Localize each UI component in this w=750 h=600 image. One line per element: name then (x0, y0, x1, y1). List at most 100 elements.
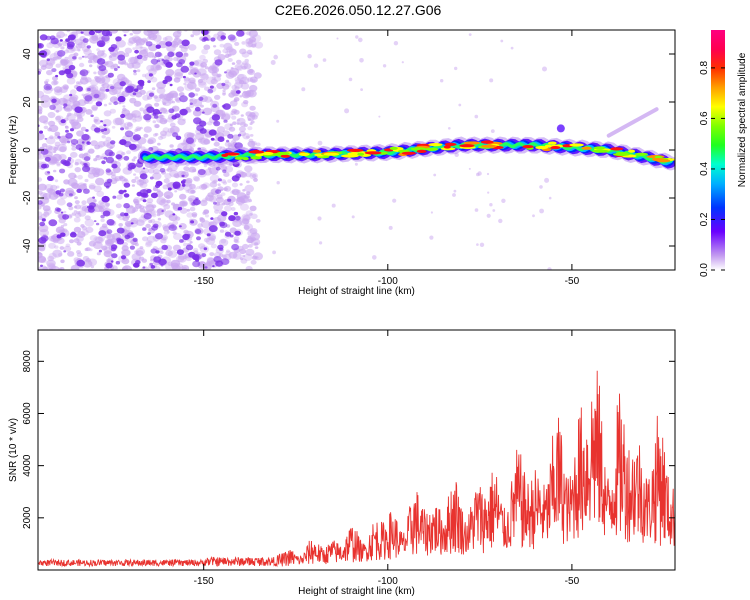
noise-dot (207, 65, 218, 74)
noise-dot (122, 215, 129, 222)
noise-dot (66, 77, 76, 85)
noise-dot-sparse (358, 37, 363, 43)
noise-dot (95, 155, 100, 158)
noise-dot (133, 36, 142, 44)
noise-dot (222, 181, 228, 185)
noise-dot (200, 73, 209, 79)
snr-frame (37, 329, 676, 571)
noise-dot-strong (208, 129, 217, 136)
noise-dot-strong (126, 232, 135, 239)
noise-dot (232, 121, 237, 125)
noise-dot (123, 52, 130, 57)
noise-dot (162, 102, 167, 106)
noise-dot (218, 253, 224, 258)
noise-dot-strong (154, 51, 162, 58)
noise-dot-sparse (542, 66, 547, 72)
noise-dot-strong (93, 220, 97, 223)
noise-dot (43, 196, 48, 200)
noise-dot (163, 109, 169, 115)
noise-dot-strong (234, 230, 241, 236)
noise-dot (217, 73, 222, 78)
noise-dot (245, 41, 254, 48)
noise-dot (191, 190, 196, 194)
noise-dot (126, 150, 131, 155)
noise-dot (203, 164, 207, 168)
noise-dot-strong (123, 203, 130, 209)
noise-dot (65, 243, 71, 248)
noise-dot (84, 215, 91, 221)
noise-dot-strong (139, 173, 148, 180)
noise-dot-strong (147, 232, 151, 235)
noise-dot (136, 219, 145, 227)
noise-dot (38, 206, 42, 210)
secondary-streak (606, 107, 659, 138)
noise-dot (206, 256, 214, 263)
noise-dot (122, 30, 130, 34)
noise-dot (148, 33, 158, 41)
noise-dot-strong (181, 183, 185, 186)
noise-dot (132, 119, 137, 123)
noise-dot-strong (227, 198, 232, 202)
noise-dot (122, 266, 129, 270)
noise-dot (247, 126, 253, 131)
noise-dot-sparse (360, 88, 363, 91)
noise-dot (234, 41, 240, 46)
noise-dot (49, 59, 55, 64)
noise-dot (86, 151, 91, 154)
x-tick-label: -50 (565, 576, 580, 587)
noise-dot-strong (105, 156, 114, 164)
noise-dot (163, 230, 170, 235)
noise-dot (100, 52, 107, 58)
noise-dot-strong (231, 243, 240, 251)
noise-dot (109, 30, 119, 34)
noise-dot (118, 101, 122, 105)
noise-dot (145, 242, 152, 248)
noise-dot (63, 33, 68, 37)
noise-dot-strong (58, 70, 66, 76)
noise-dot (188, 72, 192, 75)
noise-dot (147, 168, 155, 174)
noise-dot-strong (39, 34, 48, 41)
noise-dot-strong (172, 132, 179, 138)
noise-dot-strong (224, 71, 227, 74)
noise-dot-strong (220, 258, 230, 265)
noise-dot (42, 64, 46, 67)
noise-dot (198, 138, 203, 143)
noise-dot (197, 223, 203, 228)
ridge-peak (581, 146, 592, 150)
noise-dot-strong (168, 108, 175, 114)
noise-dot-strong (65, 129, 69, 133)
ridge-peak (410, 147, 427, 151)
noise-dot-sparse (498, 218, 503, 224)
noise-dot (55, 34, 61, 39)
noise-dot (187, 188, 195, 194)
noise-dot (52, 56, 57, 61)
noise-dot (158, 94, 165, 99)
noise-dot (80, 126, 87, 132)
colorbar-tick-label: 0.4 (699, 162, 710, 176)
noise-dot (245, 210, 253, 217)
noise-dot (165, 183, 171, 187)
noise-dot-strong (174, 113, 181, 118)
noise-dot-sparse (440, 79, 444, 83)
noise-dot-strong (210, 137, 215, 141)
noise-dot (74, 162, 79, 166)
noise-dot (234, 77, 241, 82)
noise-dot (233, 239, 239, 243)
noise-dot (189, 241, 193, 244)
noise-dot-strong (86, 141, 90, 144)
noise-dot (60, 59, 68, 65)
noise-dot (227, 58, 233, 62)
noise-dot (139, 89, 146, 95)
y-tick-label: 8000 (22, 350, 33, 373)
noise-dot (49, 53, 60, 61)
noise-dot-strong (44, 137, 48, 140)
noise-dot (38, 265, 48, 270)
snr-line (38, 370, 675, 568)
noise-dot (91, 106, 98, 112)
noise-dot (38, 109, 43, 114)
noise-dot (251, 79, 256, 83)
noise-dot-strong (43, 83, 52, 91)
noise-dot (53, 80, 59, 85)
noise-dot-strong (173, 184, 179, 189)
